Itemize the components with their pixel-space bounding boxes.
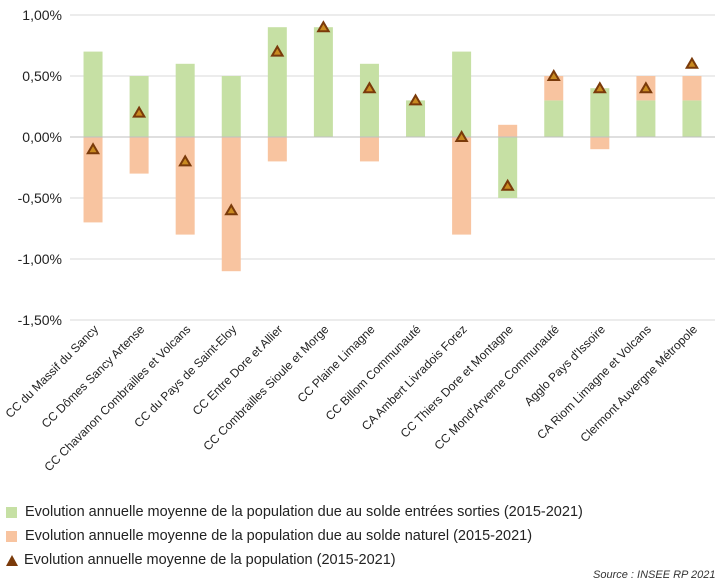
bar-migration xyxy=(83,51,103,137)
bar-natural xyxy=(175,137,195,235)
legend-item-migration: Evolution annuelle moyenne de la populat… xyxy=(6,500,583,524)
bar-migration xyxy=(636,100,656,137)
x-tick-label: CC Entre Dore et Allier xyxy=(190,322,286,418)
y-tick-label: -1,50% xyxy=(18,312,62,328)
legend: Evolution annuelle moyenne de la populat… xyxy=(6,500,583,572)
bar-natural xyxy=(83,137,103,223)
bar-migration xyxy=(406,100,426,137)
marker-total-inner xyxy=(458,134,466,140)
marker-total-inner xyxy=(227,207,235,214)
bar-migration xyxy=(221,76,241,137)
legend-swatch-migration xyxy=(6,506,17,518)
x-tick-label: CC Plaine Limagne xyxy=(295,322,378,405)
bar-natural xyxy=(682,76,702,101)
bar-natural xyxy=(452,137,472,235)
marker-total-inner xyxy=(642,85,650,92)
bar-migration xyxy=(359,63,379,137)
legend-swatch-natural xyxy=(6,530,17,542)
bar-natural xyxy=(359,137,379,162)
marker-total-inner xyxy=(319,24,327,31)
y-tick-label: 0,50% xyxy=(22,68,62,84)
legend-label-natural: Evolution annuelle moyenne de la populat… xyxy=(25,528,533,544)
legend-item-natural: Evolution annuelle moyenne de la populat… xyxy=(6,524,583,548)
legend-label-total: Evolution annuelle moyenne de la populat… xyxy=(24,552,396,568)
source-note: Source : INSEE RP 2021 xyxy=(593,569,716,581)
bar-migration xyxy=(175,63,195,137)
marker-total-inner xyxy=(412,97,420,104)
bar-migration xyxy=(590,88,610,137)
y-tick-label: 1,00% xyxy=(22,7,62,23)
marker-total-inner xyxy=(550,73,558,79)
bar-migration xyxy=(452,51,472,137)
legend-label-migration: Evolution annuelle moyenne de la populat… xyxy=(25,504,583,520)
y-tick-label: -0,50% xyxy=(18,190,62,206)
marker-total-inner xyxy=(273,48,281,55)
marker-total-inner xyxy=(181,158,189,165)
bar-migration xyxy=(498,137,518,198)
marker-total-inner xyxy=(135,109,143,116)
bar-natural xyxy=(590,137,610,150)
marker-total-inner xyxy=(596,85,604,92)
bar-migration xyxy=(313,27,333,138)
bar-natural xyxy=(498,124,518,137)
bar-natural xyxy=(267,137,287,162)
marker-total-inner xyxy=(688,60,696,67)
bar-natural xyxy=(129,137,149,174)
bar-natural xyxy=(544,76,564,101)
legend-triangle-icon xyxy=(6,554,18,566)
legend-item-total: Evolution annuelle moyenne de la populat… xyxy=(6,548,583,572)
bar-migration xyxy=(267,27,287,138)
bar-migration xyxy=(682,100,702,137)
y-tick-label: 0,00% xyxy=(22,129,62,145)
chart: 1,00% 0,50% 0,00% -0,50% -1,00% -1,50%CC du M… xyxy=(3,7,715,474)
bar-migration xyxy=(544,100,564,137)
y-tick-label: -1,00% xyxy=(18,251,62,267)
x-tick-label: CC du Massif du Sancy xyxy=(3,322,102,421)
marker-total-inner xyxy=(365,85,373,92)
x-tick-label: Agglo Pays d'Issoire xyxy=(521,322,608,409)
marker-total-inner xyxy=(89,146,97,153)
marker-total-inner xyxy=(504,182,512,189)
